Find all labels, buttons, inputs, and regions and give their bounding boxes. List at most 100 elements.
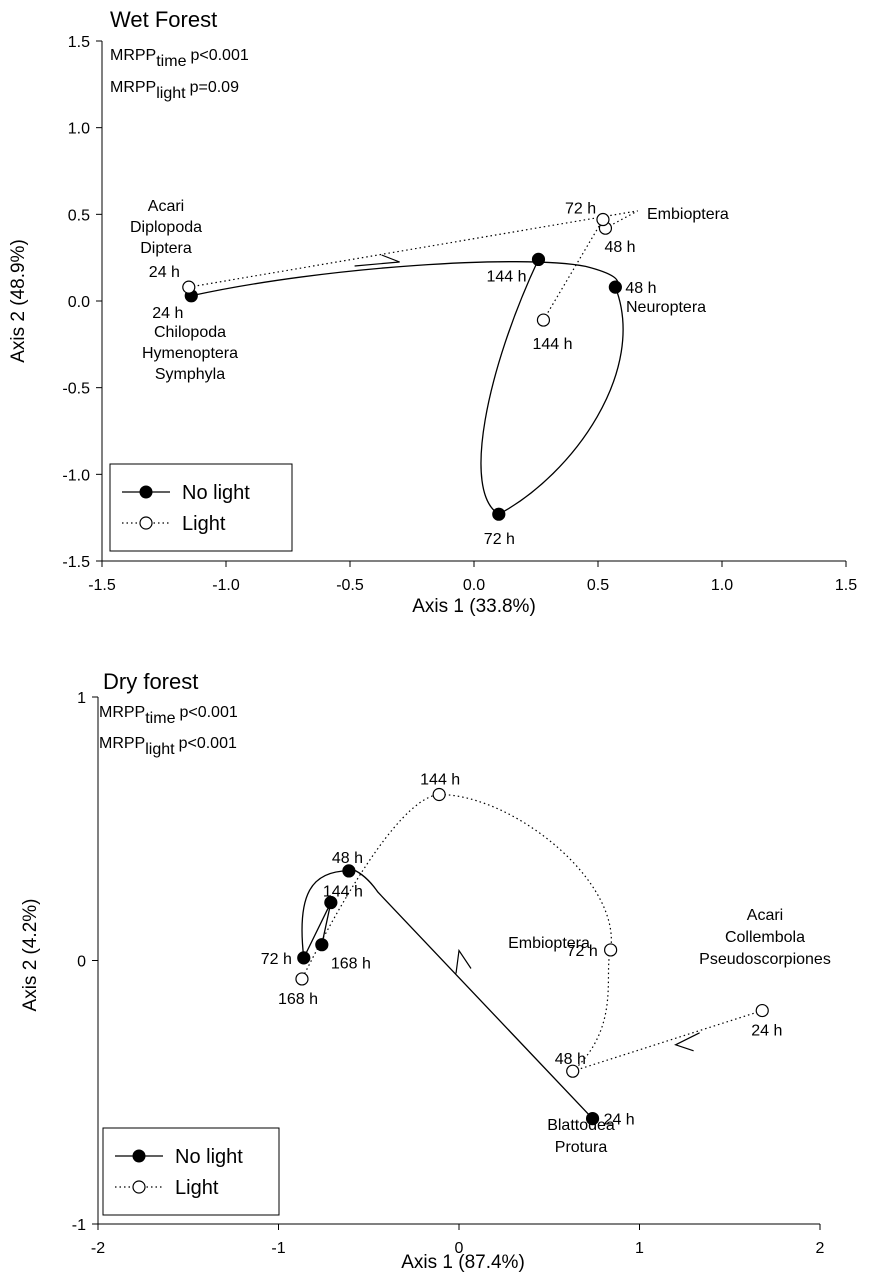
x-tick-label: -1 bbox=[271, 1240, 285, 1257]
point-light bbox=[596, 212, 610, 227]
mrpp-name: MRPP bbox=[99, 704, 145, 721]
taxa-annotation: Embioptera bbox=[508, 935, 590, 952]
y-tick-label: -1.0 bbox=[62, 467, 90, 484]
point-label: 48 h bbox=[332, 850, 363, 867]
taxa-annotation: Symphyla bbox=[155, 366, 225, 383]
point-no-light bbox=[608, 280, 622, 294]
point-label: 72 h bbox=[565, 201, 596, 218]
taxa-annotation: Acari bbox=[747, 907, 783, 924]
mrpp-subscript: time bbox=[145, 710, 175, 727]
x-tick-label: -1.5 bbox=[88, 577, 116, 594]
mrpp-name: MRPP bbox=[110, 79, 156, 96]
point-no-light bbox=[297, 951, 311, 965]
y-tick-label: 0.5 bbox=[68, 207, 90, 224]
mrpp-stat: MRPPlight p<0.001 bbox=[99, 735, 237, 758]
legend-marker-light bbox=[132, 1180, 146, 1194]
legend-box bbox=[102, 1127, 280, 1216]
x-tick-label: 1.5 bbox=[835, 577, 857, 594]
legend-label-no-light: No light bbox=[175, 1146, 243, 1168]
chart-title: Dry forest bbox=[103, 669, 198, 694]
point-light bbox=[432, 787, 446, 802]
x-axis-label: Axis 1 (33.8%) bbox=[412, 596, 536, 617]
point-light bbox=[536, 313, 551, 327]
chart-panel-1: -1.5 -1.0 -0.5 0.0 0.5 1.0 1.5 -1.5 -1.0 -0.5 0.0 0… bbox=[8, 7, 857, 617]
x-tick-label: -2 bbox=[91, 1240, 105, 1257]
y-axis-label: Axis 2 (48.9%) bbox=[8, 239, 29, 363]
mrpp-subscript: light bbox=[145, 741, 175, 758]
x-tick-label: 1 bbox=[635, 1240, 644, 1257]
point-light bbox=[182, 280, 196, 294]
point-no-light bbox=[342, 864, 356, 878]
direction-arrow bbox=[354, 254, 400, 267]
taxa-annotation: Embioptera bbox=[647, 206, 729, 223]
direction-arrow bbox=[674, 1032, 700, 1052]
mrpp-p-value: p=0.09 bbox=[190, 79, 239, 96]
x-axis-label: Axis 1 (87.4%) bbox=[401, 1252, 525, 1273]
point-no-light bbox=[492, 507, 506, 521]
point-label: 48 h bbox=[555, 1051, 586, 1068]
mrpp-subscript: light bbox=[156, 85, 186, 102]
point-no-light bbox=[324, 895, 338, 910]
taxa-annotation: Chilopoda bbox=[154, 324, 226, 341]
x-tick-label: 0.0 bbox=[463, 577, 485, 594]
taxa-annotation: Collembola bbox=[725, 929, 805, 946]
point-no-light bbox=[585, 1111, 600, 1126]
point-label: 72 h bbox=[261, 951, 292, 968]
x-tick-label: 0.5 bbox=[587, 577, 609, 594]
legend-label-light: Light bbox=[175, 1177, 219, 1199]
mrpp-stat: MRPPtime p<0.001 bbox=[99, 704, 238, 727]
point-label: 72 h bbox=[484, 531, 515, 548]
x-tick-label: 0 bbox=[455, 1240, 464, 1257]
mrpp-stat: MRPPlight p=0.09 bbox=[110, 79, 239, 102]
x-tick-label: -0.5 bbox=[336, 577, 364, 594]
point-label: 72 h bbox=[567, 943, 598, 960]
y-tick-label: -0.5 bbox=[62, 381, 90, 398]
mrpp-name: MRPP bbox=[99, 735, 145, 752]
point-label: 24 h bbox=[751, 1023, 782, 1040]
point-label: 168 h bbox=[278, 991, 318, 1008]
legend-label-light: Light bbox=[182, 513, 226, 535]
y-tick-label: 1 bbox=[77, 690, 86, 707]
point-label: 144 h bbox=[532, 336, 572, 353]
point-light bbox=[295, 972, 309, 986]
taxa-annotation: Pseudoscorpiones bbox=[699, 951, 831, 968]
taxa-annotation: Neuroptera bbox=[626, 299, 706, 316]
mrpp-p-value: p<0.001 bbox=[190, 47, 248, 64]
x-tick-label: 1.0 bbox=[711, 577, 733, 594]
y-tick-label: -1 bbox=[72, 1217, 86, 1234]
y-tick-label: -1.5 bbox=[62, 554, 90, 571]
y-tick-label: 0 bbox=[77, 954, 86, 971]
chart-title: Wet Forest bbox=[110, 7, 217, 32]
point-label: 24 h bbox=[149, 264, 180, 281]
taxa-annotation: Acari bbox=[148, 198, 184, 215]
point-label: 48 h bbox=[625, 280, 656, 297]
point-light bbox=[604, 943, 618, 957]
mrpp-subscript: time bbox=[156, 53, 186, 70]
series-light-line bbox=[301, 793, 763, 1072]
mrpp-stat: MRPPtime p<0.001 bbox=[110, 47, 249, 70]
taxa-annotation: Diptera bbox=[140, 240, 192, 257]
point-label: 24 h bbox=[604, 1112, 635, 1129]
point-label: 144 h bbox=[420, 771, 460, 788]
x-tick-label: 2 bbox=[816, 1240, 825, 1257]
point-label: 144 h bbox=[323, 884, 363, 901]
direction-arrow bbox=[455, 948, 472, 974]
y-tick-label: 1.5 bbox=[68, 34, 90, 51]
legend-label-no-light: No light bbox=[182, 482, 250, 504]
taxa-annotation: Diplopoda bbox=[130, 219, 202, 236]
legend-marker-no-light bbox=[139, 485, 153, 499]
x-tick-label: -1.0 bbox=[212, 577, 240, 594]
point-no-light bbox=[315, 938, 329, 952]
mrpp-p-value: p<0.001 bbox=[179, 735, 237, 752]
taxa-annotation: Blattodea bbox=[547, 1117, 615, 1134]
y-tick-label: 1.0 bbox=[68, 121, 90, 138]
mrpp-name: MRPP bbox=[110, 47, 156, 64]
point-light bbox=[755, 1003, 769, 1018]
legend-box bbox=[109, 463, 293, 552]
point-label: 144 h bbox=[486, 268, 526, 285]
point-label: 48 h bbox=[604, 239, 635, 256]
mrpp-p-value: p<0.001 bbox=[179, 704, 237, 721]
point-label: 24 h bbox=[152, 305, 183, 322]
chart-panel-2: -2 -1 0 1 2 -1 0 1 Dry forest Axis 1 (87.4%) Axis … bbox=[20, 669, 831, 1273]
